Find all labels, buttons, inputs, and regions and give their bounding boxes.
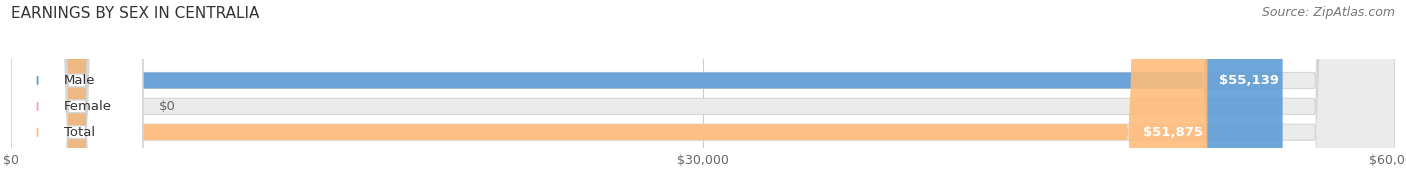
- FancyBboxPatch shape: [11, 0, 142, 195]
- Text: Source: ZipAtlas.com: Source: ZipAtlas.com: [1261, 6, 1395, 19]
- FancyBboxPatch shape: [11, 0, 1282, 195]
- Text: $0: $0: [159, 100, 176, 113]
- FancyBboxPatch shape: [11, 0, 1208, 195]
- FancyBboxPatch shape: [11, 0, 1395, 195]
- FancyBboxPatch shape: [11, 0, 1395, 195]
- Text: Total: Total: [63, 126, 96, 139]
- Text: Male: Male: [63, 74, 96, 87]
- FancyBboxPatch shape: [11, 0, 142, 195]
- Text: EARNINGS BY SEX IN CENTRALIA: EARNINGS BY SEX IN CENTRALIA: [11, 6, 260, 21]
- FancyBboxPatch shape: [11, 0, 1395, 195]
- Text: $51,875: $51,875: [1143, 126, 1204, 139]
- Text: Female: Female: [63, 100, 112, 113]
- FancyBboxPatch shape: [11, 0, 142, 195]
- Text: $55,139: $55,139: [1219, 74, 1278, 87]
